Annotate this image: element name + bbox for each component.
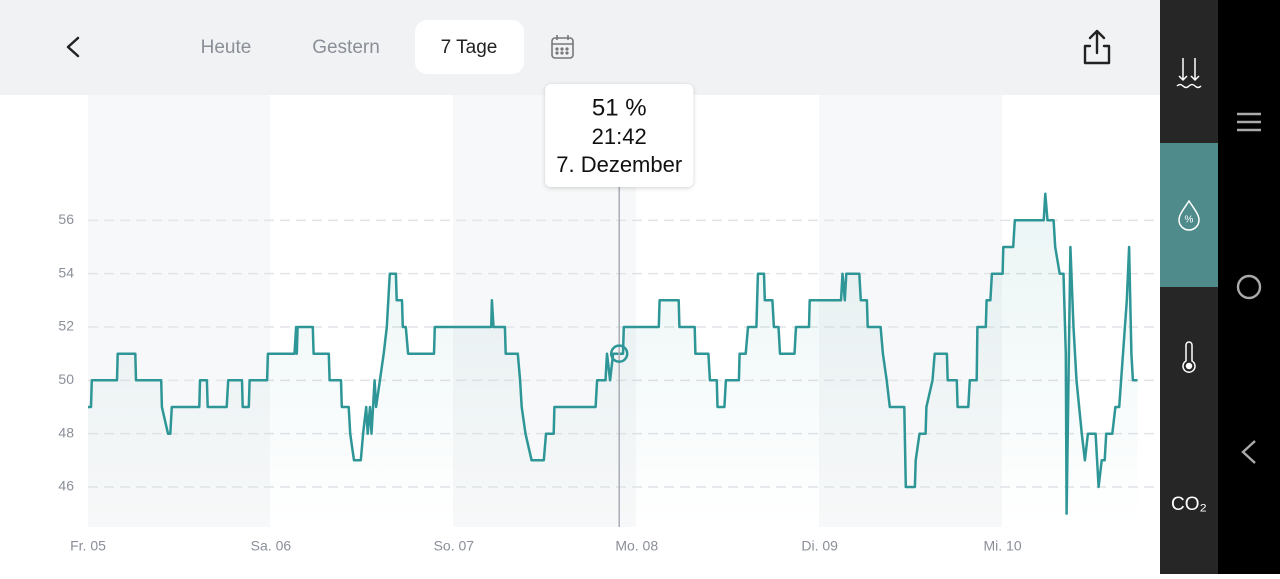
pressure-icon[interactable] — [1176, 58, 1202, 89]
x-tick-label: Mi. 10 — [984, 538, 1022, 554]
top-bar — [0, 0, 1160, 95]
cursor-point — [609, 344, 629, 363]
y-tick-label: 54 — [58, 264, 74, 280]
temperature-icon[interactable] — [1182, 341, 1196, 373]
x-tick-label: Sa. 06 — [251, 538, 292, 554]
selected-tab[interactable] — [415, 20, 524, 74]
svg-text:%: % — [1185, 215, 1194, 226]
tooltip-date: 7. Dezember — [556, 152, 682, 177]
x-tick-label: Fr. 05 — [70, 538, 106, 554]
tooltip — [545, 84, 694, 187]
y-tick-label: 46 — [58, 478, 74, 494]
nav-back-button[interactable] — [1241, 440, 1256, 464]
x-tick-label: Di. 09 — [801, 538, 838, 554]
selected-sensor[interactable] — [1160, 143, 1218, 287]
y-tick-label: 48 — [58, 424, 74, 440]
y-tick-label: 50 — [58, 371, 74, 387]
tooltip-value: 51 % — [592, 94, 647, 121]
line — [88, 192, 1138, 515]
tab-bar: Heute Gestern 7 Tage — [201, 20, 524, 74]
tab[interactable]: 7 Tage — [441, 37, 498, 58]
y-tick-label: 52 — [58, 318, 74, 334]
menu-button[interactable] — [1237, 112, 1261, 132]
back-button[interactable] — [66, 36, 80, 58]
co2-label[interactable]: CO₂ — [1171, 494, 1207, 515]
share-button[interactable] — [1083, 29, 1111, 65]
y-tick-label: 56 — [58, 211, 74, 227]
tab[interactable]: Heute — [201, 37, 252, 58]
tab[interactable]: Gestern — [312, 37, 380, 58]
nav-bar — [1218, 0, 1280, 574]
home-button[interactable] — [1236, 274, 1262, 300]
calendar-button[interactable] — [551, 35, 574, 59]
x-tick-label: So. 07 — [434, 538, 475, 554]
humidity-icon[interactable]: % — [1178, 199, 1200, 231]
tooltip-time: 21:42 — [592, 124, 647, 149]
x-tick-label: Mo. 08 — [615, 538, 658, 554]
